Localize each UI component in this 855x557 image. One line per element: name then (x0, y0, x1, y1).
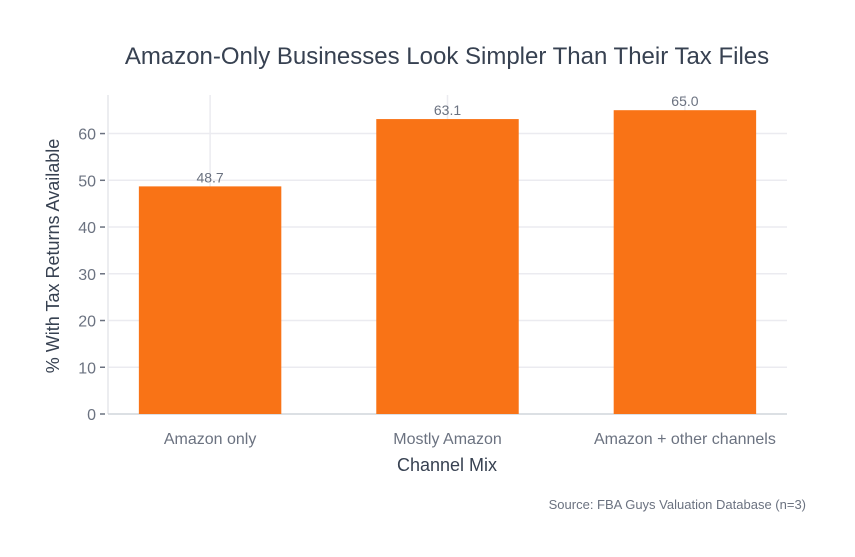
chart-title: Amazon-Only Businesses Look Simpler Than… (125, 43, 769, 70)
y-tick-label: 30 (78, 267, 96, 284)
y-tick-label: 0 (87, 407, 96, 424)
bar (138, 186, 282, 414)
x-axis-label: Channel Mix (397, 455, 497, 475)
data-label: 65.0 (671, 93, 698, 109)
y-tick-label: 10 (78, 360, 96, 377)
y-tick-label: 20 (78, 314, 96, 331)
bar (613, 110, 757, 414)
source-note: Source: FBA Guys Valuation Database (n=3… (549, 497, 806, 512)
data-label: 63.1 (434, 102, 461, 118)
x-tick-label: Mostly Amazon (393, 431, 501, 448)
data-label: 48.7 (196, 169, 223, 185)
x-tick-label: Amazon + other channels (594, 431, 776, 448)
bar (376, 119, 519, 415)
y-tick-label: 60 (78, 127, 96, 144)
y-tick-label: 40 (78, 220, 96, 237)
y-axis-label: % With Tax Returns Available (43, 139, 63, 373)
x-tick-label: Amazon only (164, 431, 257, 448)
y-tick-label: 50 (78, 173, 96, 190)
